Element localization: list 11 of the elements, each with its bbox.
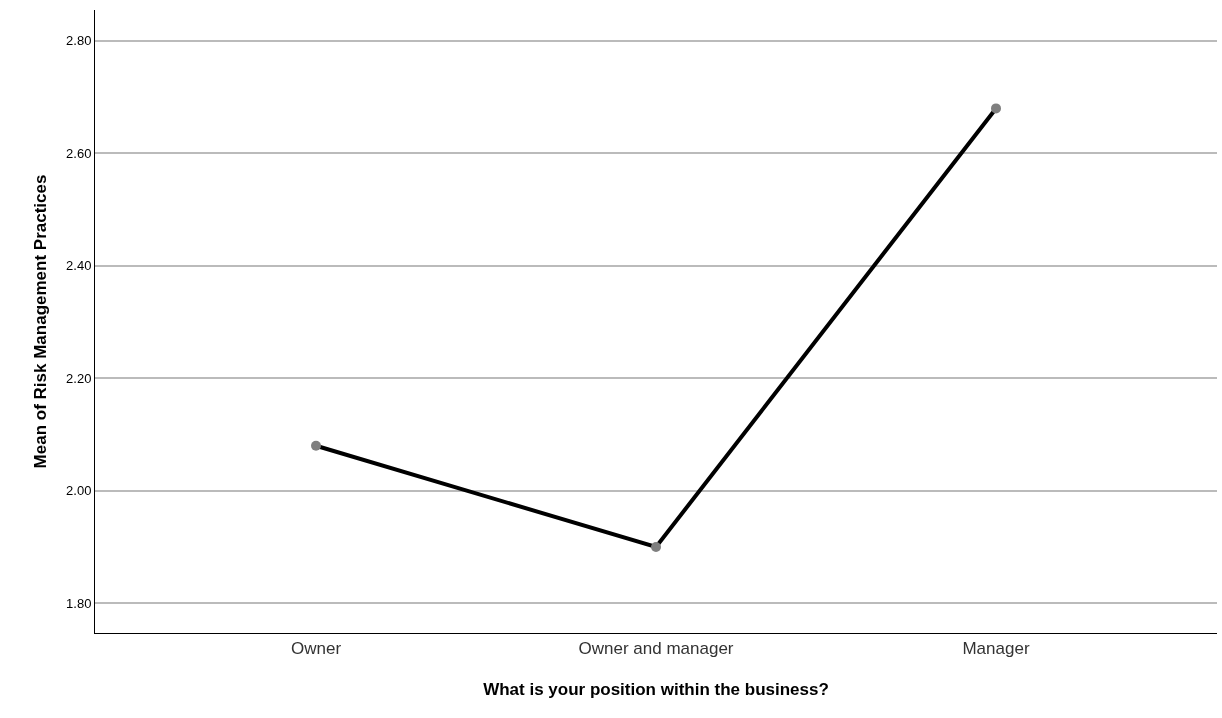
y-tick-label: 2.00 bbox=[66, 483, 92, 499]
y-tick-label: 2.80 bbox=[66, 33, 92, 49]
y-tick-label: 1.80 bbox=[66, 595, 92, 611]
x-tick-label: Manager bbox=[962, 639, 1030, 659]
y-tick-label: 2.20 bbox=[66, 370, 92, 386]
x-axis-title: What is your position within the business? bbox=[483, 679, 829, 699]
x-tick-label: Owner and manager bbox=[578, 639, 734, 659]
y-tick-label: 2.60 bbox=[66, 145, 92, 161]
y-tick-label: 2.40 bbox=[66, 258, 92, 274]
x-tick-label: Owner bbox=[290, 639, 342, 659]
y-axis-title: Mean of Risk Management Practices bbox=[30, 174, 50, 469]
